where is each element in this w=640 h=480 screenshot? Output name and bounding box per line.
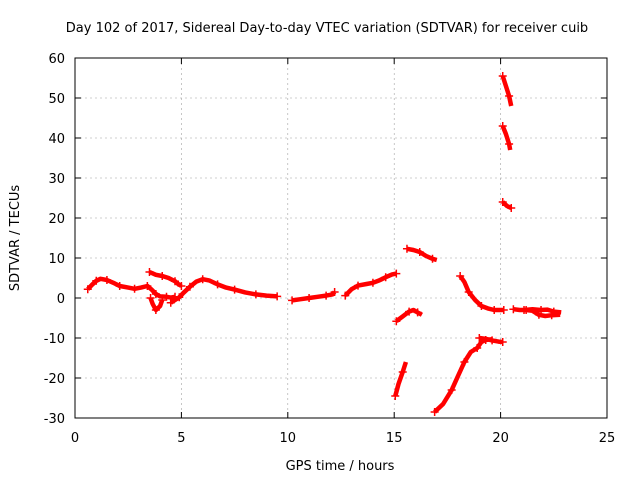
data-point [505,140,514,148]
data-traces [83,72,562,416]
data-point [92,276,101,285]
grid [75,58,607,418]
data-point [402,244,411,253]
data-point [102,276,111,284]
x-tick-label: 25 [599,431,616,446]
data-point [381,273,390,282]
data-point [158,296,167,304]
data-point [162,292,171,301]
data-point [505,92,514,100]
series-arc-5 [291,290,337,303]
data-point [534,310,543,319]
data-point [413,308,422,317]
y-tick-label: 30 [48,172,65,187]
series-arc-10 [433,336,493,414]
data-point [354,281,363,290]
data-point [430,408,439,416]
x-tick-label: 10 [280,431,297,446]
x-tick-label: 0 [71,431,79,446]
data-point [488,336,497,345]
data-point [177,282,186,290]
data-point [341,291,350,300]
y-tick-label: 20 [48,212,65,227]
y-tick-label: -20 [44,372,65,387]
data-point [305,294,314,302]
data-point [146,294,155,302]
data-point [537,306,546,314]
x-axis-title: GPS time / hours [286,459,395,474]
axis-ticks: 0 5 10 15 20 25 -30 -20 -10 0 10 20 30 40 50 60 [44,52,616,446]
data-point [456,272,465,280]
plot-frame [74,57,608,419]
series-arc-15 [501,200,513,211]
data-point [322,291,331,300]
data-point [130,284,139,293]
data-point [273,292,282,301]
data-point [145,268,154,276]
data-point [288,296,297,305]
data-point [185,282,194,291]
data-point [251,290,260,299]
data-point [151,290,160,298]
y-tick-label: -30 [44,412,65,427]
data-point [83,285,92,294]
chart-title: Day 102 of 2017, Sidereal Day-to-day VTE… [66,21,588,36]
series-arc-4 [169,276,278,305]
y-tick-label: 10 [48,252,65,267]
data-point [166,298,175,307]
data-point [175,293,184,302]
data-point [115,282,124,290]
data-point [473,344,482,352]
data-point [330,288,339,296]
data-point [398,368,407,376]
data-point [509,305,518,314]
y-tick-label: 40 [48,132,65,147]
data-point [475,334,484,342]
data-point [151,306,160,314]
y-tick-label: 50 [48,92,65,107]
data-point [143,282,152,290]
data-point [520,306,529,314]
series-arc-13 [500,75,514,107]
data-point [392,317,401,326]
data-point [391,392,400,400]
data-point [549,307,558,316]
data-point [507,204,516,212]
data-point [428,254,437,263]
data-point [198,275,207,284]
y-tick-label: -10 [44,332,65,347]
data-point [498,122,507,130]
data-point [447,386,456,394]
series-arc-3 [148,269,183,288]
data-point [171,277,180,286]
data-point [368,278,377,287]
data-point [477,302,486,310]
data-point [415,248,424,256]
data-point [498,338,507,346]
data-point [490,306,499,314]
data-point [460,358,469,366]
y-tick-label: 0 [57,292,65,307]
x-tick-label: 5 [177,431,185,446]
y-tick-label: 60 [48,52,65,67]
data-point [392,269,401,278]
x-tick-label: 15 [386,431,403,446]
data-point [464,288,473,296]
x-tick-label: 20 [492,431,509,446]
data-point [213,280,222,289]
data-point [498,198,507,206]
series-arc-7 [393,361,409,397]
data-point [499,306,508,314]
data-point [498,72,507,80]
data-point [405,307,414,316]
y-axis-title: SDTVAR / TECUs [8,185,23,292]
data-point [158,272,167,280]
data-point [230,285,239,294]
